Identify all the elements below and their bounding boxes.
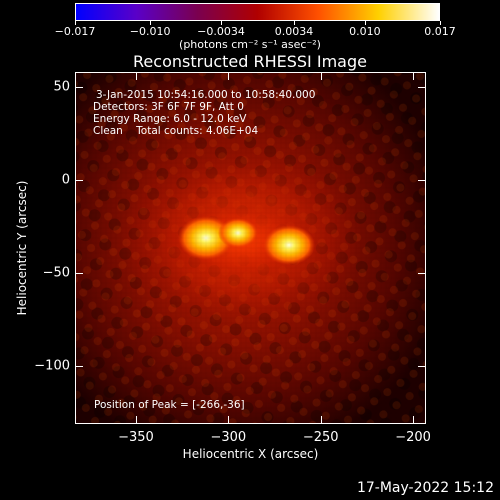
colorbar-tick-label: 0.010 — [349, 25, 381, 38]
x-axis-tick-label: −350 — [118, 430, 154, 445]
x-axis-tick-label: −300 — [210, 430, 247, 445]
footer-datestamp: 17-May-2022 15:12 — [356, 480, 494, 496]
solar-image-plot: 3-Jan-2015 10:54:16.000 to 10:58:40.000 … — [75, 72, 426, 424]
annotation-clean-counts: Clean Total counts: 4.06E+04 — [93, 125, 259, 137]
y-axis-tick — [418, 180, 426, 182]
y-axis-tick — [75, 86, 83, 88]
x-axis-tick — [413, 72, 415, 80]
y-axis-tick — [418, 273, 426, 275]
annotation-peak-position: Position of Peak = [-266,-36] — [94, 399, 245, 411]
colorbar-tick — [364, 21, 366, 25]
colorbar-tick — [294, 21, 295, 25]
x-axis-tick — [135, 72, 137, 80]
colorbar-tick — [221, 21, 222, 25]
x-axis-tick-label: −250 — [302, 430, 339, 445]
x-axis-title: Heliocentric X (arcsec) — [182, 447, 319, 461]
y-axis-title: Heliocentric Y (arcsec) — [15, 180, 29, 316]
y-axis-tick-label: −50 — [42, 265, 70, 281]
colorbar-tick — [150, 21, 152, 25]
y-axis-tick — [75, 273, 83, 275]
x-axis-tick — [135, 416, 137, 424]
colorbar-tick — [75, 21, 76, 25]
annotation-detectors: Detectors: 3F 6F 7F 9F, Att 0 — [93, 101, 244, 113]
colorbar-tick-label: 0.0034 — [274, 25, 314, 38]
x-axis-tick — [228, 72, 230, 80]
annotation-energy-range: Energy Range: 6.0 - 12.0 keV — [93, 113, 247, 125]
solar-image — [76, 73, 425, 423]
colorbar-tick-label: −0.010 — [129, 25, 171, 38]
x-axis-tick-label: −200 — [395, 430, 431, 445]
y-axis-tick-label: −100 — [34, 358, 70, 374]
y-axis-tick-label: 0 — [61, 172, 70, 188]
colorbar-tick-label: −0.017 — [54, 25, 96, 38]
y-axis-tick — [75, 366, 83, 368]
colorbar-unit-label: (photons cm⁻² s⁻¹ asec⁻²) — [179, 38, 321, 51]
y-axis-tick — [418, 366, 426, 368]
y-axis-tick — [418, 86, 426, 88]
annotation-time-range: 3-Jan-2015 10:54:16.000 to 10:58:40.000 — [96, 89, 316, 101]
x-axis-tick — [320, 72, 322, 80]
y-axis-tick-label: 50 — [53, 79, 70, 95]
image-title: Reconstructed RHESSI Image — [133, 52, 367, 71]
colorbar-tick — [440, 21, 441, 25]
x-axis-tick — [413, 416, 415, 424]
x-axis-tick — [228, 416, 230, 424]
colorbar — [75, 3, 440, 21]
colorbar-tick-label: −0.0034 — [197, 25, 245, 38]
x-axis-tick — [320, 416, 322, 424]
colorbar-tick-label: 0.017 — [424, 25, 456, 38]
y-axis-tick — [75, 180, 83, 182]
